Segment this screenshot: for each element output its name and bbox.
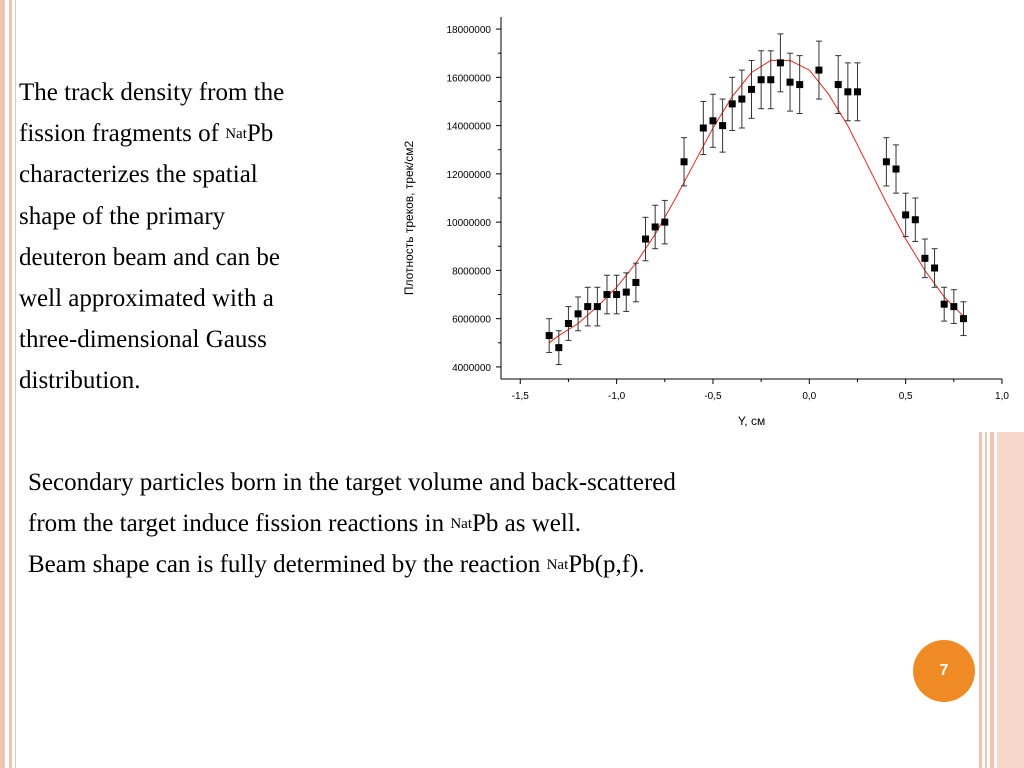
data-point [593,303,601,311]
data-point [680,158,688,166]
intro-line: The track density from the [19,79,285,106]
isotope-superscript: Nat [225,126,247,143]
data-point [584,303,592,311]
x-tick-label: 0,0 [802,391,816,402]
data-point [613,291,621,299]
slide-number-badge: 7 [913,640,975,702]
y-axis-label: Плотность треков, трек/см2 [402,141,416,296]
y-tick-label: 14000000 [447,122,492,133]
isotope-superscript: Nat [450,516,473,532]
y-tick-label: 8000000 [452,266,491,277]
data-point [564,319,572,327]
data-point [834,81,842,89]
right-decorative-stripe [985,432,987,768]
data-point [574,310,582,318]
intro-line: shape of the primary [19,202,226,230]
intro-line-text: Pb [246,120,274,148]
right-decorative-stripe [990,432,994,768]
data-point [699,124,707,132]
data-point [622,288,630,296]
x-tick-label: 0,5 [899,391,913,402]
intro-line-text: fission fragments of [19,120,226,148]
data-point [796,81,804,89]
isotope-superscript: Nat [546,557,569,573]
x-tick-label: -1,5 [512,391,530,402]
data-point [902,211,910,219]
data-point [545,332,553,340]
right-decorative-band [997,432,1024,768]
data-point [661,218,669,226]
y-tick-label: 18000000 [447,25,492,36]
y-tick-label: 10000000 [447,218,492,229]
data-point [815,66,823,74]
data-point [709,117,717,125]
bottom-line-text: Pb(p,f). [568,551,645,578]
data-point [853,88,861,96]
data-point [642,235,650,243]
right-decorative-stripe [979,432,982,768]
y-tick-label: 4000000 [452,363,491,374]
x-axis-label: Y, см [738,414,765,428]
x-tick-label: 1,0 [995,391,1009,402]
data-point [757,76,765,84]
track-density-chart: 4000000 6000000 8000000 10000000 12000000 140… [402,17,1009,428]
data-point [651,223,659,231]
left-decorative-stripe [9,0,12,768]
data-point [632,278,640,286]
bottom-line-text: Pb as well. [472,510,582,537]
data-point [844,88,852,96]
data-point [748,85,755,93]
bottom-line-text: from the target induce fission reactions… [28,510,451,537]
data-point [911,216,919,224]
intro-line: well approximated with a [19,285,274,313]
data-point [555,344,563,352]
y-tick-label: 6000000 [452,315,491,326]
bottom-line-text: Beam shape can is fully determined by th… [28,551,547,578]
x-tick-label: -0,5 [704,391,722,402]
bottom-line: Beam shape can is fully determined by th… [28,544,928,585]
bottom-line: Secondary particles born in the target v… [28,469,676,496]
x-tick-label: -1,0 [608,391,626,402]
data-point [719,122,727,130]
gauss-fit-curve [548,59,964,344]
intro-text: The track density from the fission fragm… [19,72,379,402]
intro-line: distribution. [19,367,141,395]
intro-line: characterizes the spatial [19,161,258,189]
bottom-line: from the target induce fission reactions… [28,503,928,544]
data-point [950,303,958,311]
data-point [959,315,967,323]
data-point [728,100,736,108]
data-point [892,165,900,173]
data-point [921,254,929,262]
left-decorative-stripe [0,0,5,768]
slide-number: 7 [939,662,949,679]
data-point [882,158,890,166]
data-point [776,59,784,67]
intro-line: fission fragments of NatPb [19,113,379,154]
data-point [931,264,939,272]
left-decorative-stripe [15,0,16,768]
data-point [767,76,775,84]
data-point [738,95,746,103]
y-tick-label: 12000000 [447,170,492,181]
data-point [603,291,611,299]
intro-line: deuteron beam and can be [19,243,280,271]
data-point [940,300,948,308]
intro-line: three-dimensional Gauss [19,326,267,354]
bottom-text: Secondary particles born in the target v… [28,462,928,585]
data-point [786,78,794,86]
y-tick-label: 16000000 [447,73,492,84]
